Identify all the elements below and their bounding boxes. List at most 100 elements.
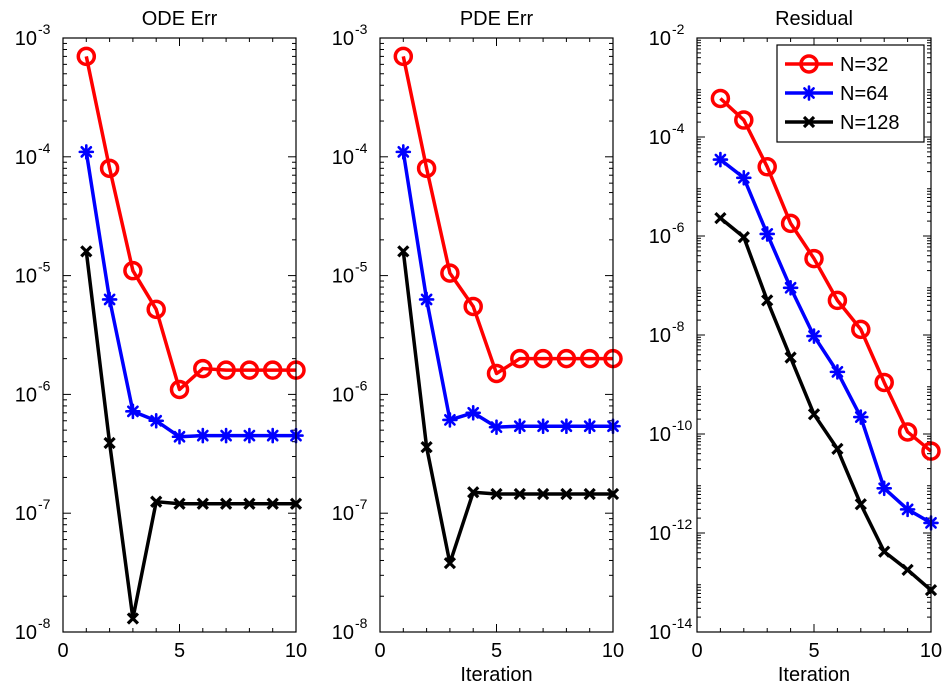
legend-label: N=64 xyxy=(840,83,888,105)
data-point xyxy=(510,348,530,369)
data-point-center xyxy=(270,433,276,439)
series-line xyxy=(84,151,296,439)
data-point xyxy=(897,422,918,442)
y-tick-exponent: -3 xyxy=(355,21,368,37)
data-point-center xyxy=(881,485,887,491)
x-tick-label: 0 xyxy=(691,640,702,662)
data-point-center xyxy=(153,418,159,424)
data-point xyxy=(171,428,188,445)
legend-marker xyxy=(801,85,817,101)
data-point xyxy=(712,151,729,168)
y-tick-label: 10 -4 xyxy=(15,140,51,169)
data-point xyxy=(443,556,457,570)
y-tick-base: 10 xyxy=(332,622,354,644)
data-point xyxy=(759,226,776,242)
data-point-center xyxy=(177,434,182,440)
data-point xyxy=(560,487,573,501)
y-tick-base: 10 xyxy=(15,503,37,525)
y-tick-label: 10 -7 xyxy=(15,496,51,525)
data-point xyxy=(148,412,164,429)
y-tick-label: 10 -4 xyxy=(649,120,685,149)
data-point xyxy=(103,436,116,450)
y-tick-base: 10 xyxy=(649,523,671,545)
series-n-32 xyxy=(710,88,941,461)
y-tick-label: 10 -3 xyxy=(15,21,51,50)
data-point-center xyxy=(447,417,453,423)
data-point xyxy=(150,495,163,508)
data-point xyxy=(806,328,822,344)
data-point xyxy=(782,279,799,296)
data-point xyxy=(804,248,824,269)
data-point xyxy=(874,372,894,393)
data-point xyxy=(831,442,844,456)
data-point-center xyxy=(788,285,794,291)
data-point xyxy=(852,409,869,425)
data-point-center xyxy=(540,423,546,429)
x-tick-label: 10 xyxy=(602,640,624,662)
data-point xyxy=(827,290,848,311)
legend-item: N=32 xyxy=(785,54,888,76)
data-point-center xyxy=(587,423,593,429)
y-tick-exponent: -4 xyxy=(355,140,368,156)
axes-frame xyxy=(696,37,932,633)
data-point xyxy=(393,46,414,67)
data-point-center xyxy=(834,369,840,375)
series-line xyxy=(84,56,296,392)
data-point-center xyxy=(83,149,89,155)
x-tick-label: 0 xyxy=(374,640,385,662)
data-point xyxy=(899,501,916,518)
data-point xyxy=(536,487,550,501)
legend-marker-center xyxy=(806,90,812,96)
y-tick-exponent: -8 xyxy=(355,615,368,631)
series-line xyxy=(719,158,932,525)
y-tick-exponent: -7 xyxy=(38,496,51,512)
data-point-center xyxy=(517,423,523,429)
legend-marker xyxy=(799,54,819,74)
series-n-128 xyxy=(714,211,938,597)
data-point xyxy=(737,230,750,244)
data-point xyxy=(878,545,891,558)
data-point-center xyxy=(811,333,817,339)
data-point xyxy=(125,403,141,420)
y-tick-label: 10 -6 xyxy=(649,219,685,248)
data-point xyxy=(780,213,801,234)
y-tick-exponent: -14 xyxy=(672,615,692,631)
y-tick-base: 10 xyxy=(332,147,354,169)
data-point xyxy=(418,291,435,308)
y-tick-exponent: -6 xyxy=(672,219,685,235)
data-point-center xyxy=(717,157,723,163)
data-point xyxy=(735,169,752,186)
legend-marker xyxy=(802,115,816,129)
data-point xyxy=(173,497,186,510)
data-point xyxy=(513,487,526,501)
data-point xyxy=(218,427,234,444)
y-tick-exponent: -12 xyxy=(672,516,692,532)
data-point-center xyxy=(246,433,252,439)
series-line xyxy=(401,56,613,376)
y-tick-base: 10 xyxy=(332,503,354,525)
y-tick-exponent: -8 xyxy=(38,615,51,631)
y-tick-label: 10 -5 xyxy=(332,259,368,288)
data-point xyxy=(266,497,279,510)
data-point xyxy=(123,260,143,281)
data-point xyxy=(556,348,577,369)
data-point xyxy=(583,487,596,501)
y-tick-exponent: -5 xyxy=(38,259,51,275)
y-tick-exponent: -6 xyxy=(355,377,368,393)
y-tick-base: 10 xyxy=(649,28,671,50)
y-tick-label: 10 -12 xyxy=(649,516,693,545)
y-tick-base: 10 xyxy=(649,325,671,347)
series-n-32 xyxy=(76,46,306,400)
data-point-center xyxy=(130,408,136,414)
data-point-center xyxy=(858,414,864,420)
x-tick-label: 5 xyxy=(174,640,185,662)
data-point xyxy=(533,348,553,369)
data-point xyxy=(80,245,93,258)
y-tick-label: 10 -14 xyxy=(649,615,693,644)
data-point xyxy=(101,291,118,308)
data-point xyxy=(196,497,209,510)
y-tick-label: 10 -10 xyxy=(649,417,693,446)
